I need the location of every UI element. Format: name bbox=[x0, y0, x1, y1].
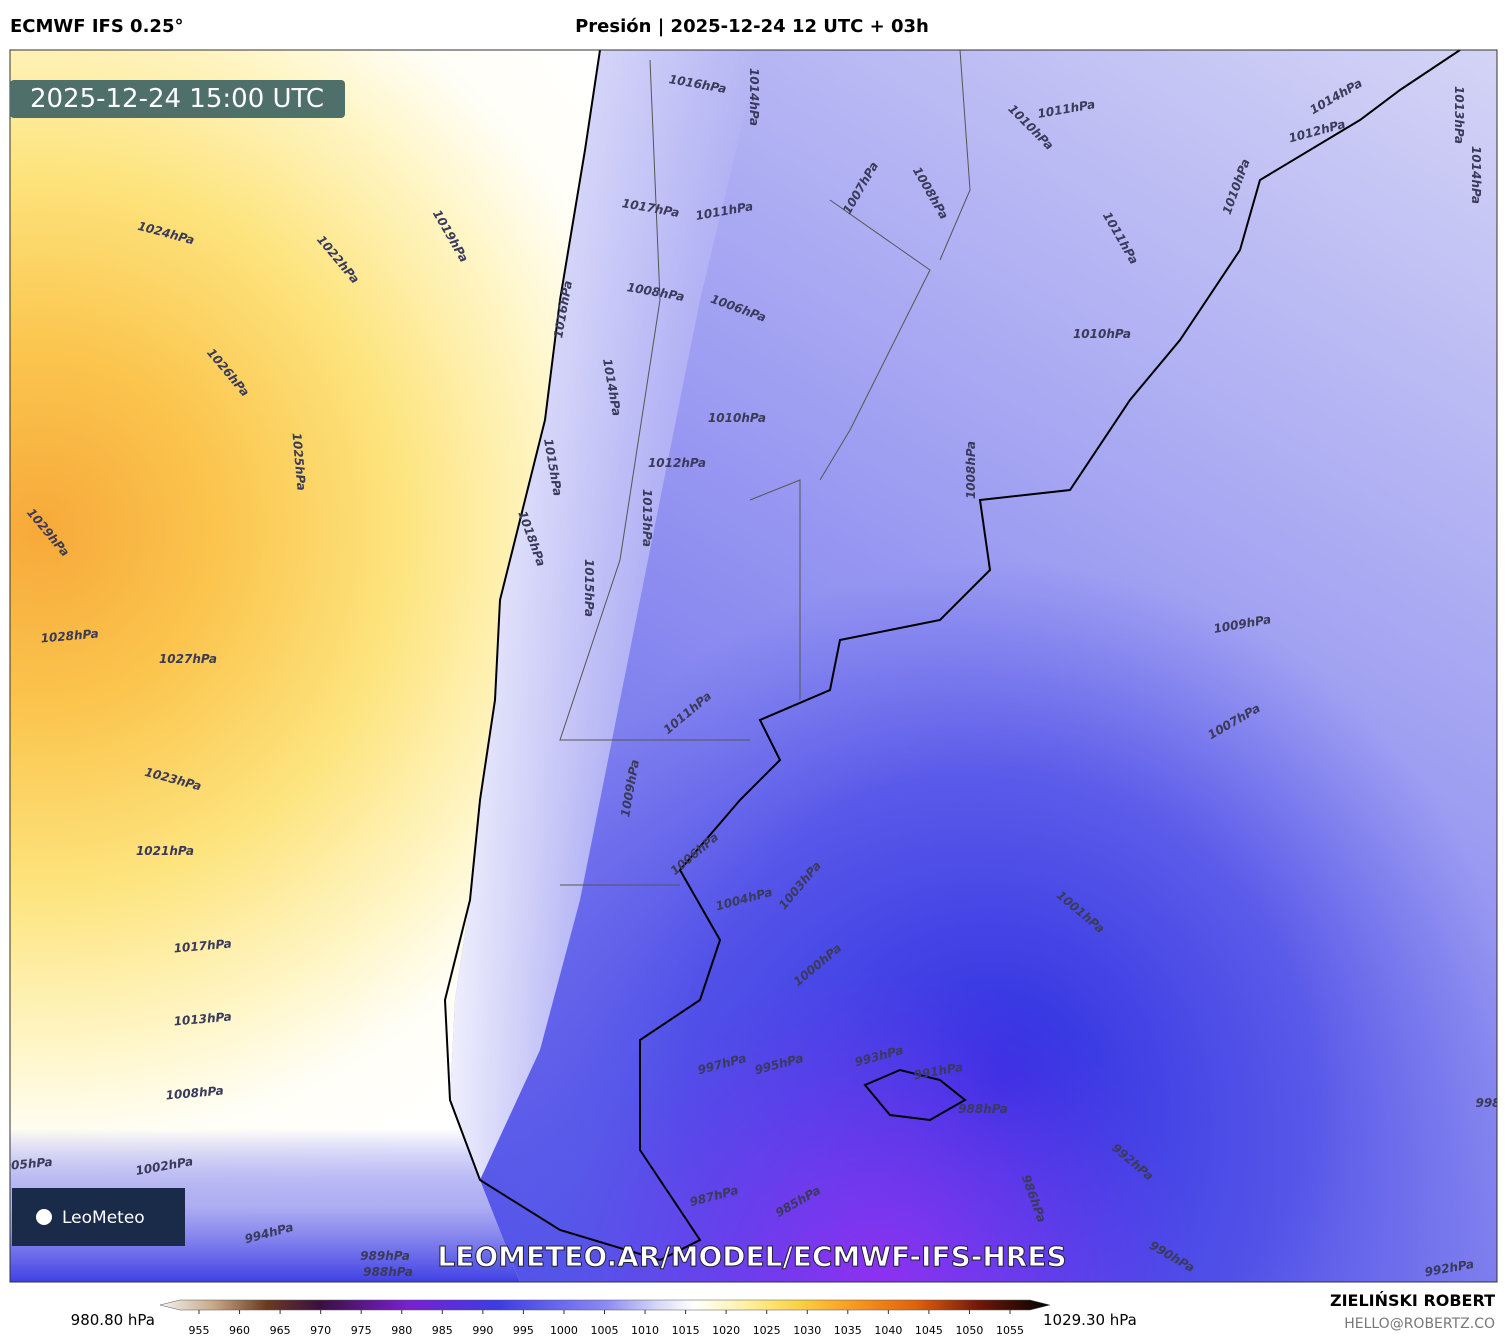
contour-label: 1028hPa bbox=[40, 627, 99, 646]
contour-label: 1014hPa bbox=[747, 68, 761, 126]
contour-label: 1027hPa bbox=[159, 652, 217, 666]
colorbar-max: 1029.30 hPa bbox=[1043, 1311, 1137, 1329]
contour-label: 988hPa bbox=[958, 1102, 1008, 1116]
model-name: ECMWF IFS 0.25° bbox=[10, 16, 183, 37]
contour-label: 1013hPa bbox=[1452, 86, 1466, 144]
colorbar-tick-label: 985 bbox=[432, 1324, 453, 1337]
borders bbox=[559, 50, 971, 886]
colorbar-min: 980.80 hPa bbox=[71, 1311, 155, 1329]
coastline bbox=[443, 50, 1461, 1262]
contour-label: 1010hPa bbox=[1073, 327, 1131, 341]
colorbar bbox=[159, 1299, 1051, 1311]
timestamp-box bbox=[10, 80, 345, 118]
contour-label: 1013hPa bbox=[173, 1010, 232, 1029]
contour-label: 1017hPa bbox=[173, 937, 232, 956]
colorbar-tick-label: 1025 bbox=[753, 1324, 781, 1337]
andes-band bbox=[450, 50, 760, 1180]
contour-label: 1025hPa bbox=[289, 432, 308, 491]
colorbar-tick-label: 995 bbox=[513, 1324, 534, 1337]
colorbar-tick-label: 975 bbox=[351, 1324, 372, 1337]
colorbar-tick-label: 1005 bbox=[591, 1324, 619, 1337]
colorbar-tick-label: 1015 bbox=[672, 1324, 700, 1337]
colorbar-tick-label: 1030 bbox=[793, 1324, 821, 1337]
author: ZIELIŃSKI ROBERT bbox=[1330, 1291, 1495, 1310]
contour-label: 1008hPa bbox=[964, 441, 978, 499]
colorbar-tick-label: 1050 bbox=[955, 1324, 983, 1337]
colorbar-tick-label: 1020 bbox=[712, 1324, 740, 1337]
colorbar-tick-label: 1010 bbox=[631, 1324, 659, 1337]
colorbar-tick-label: 965 bbox=[270, 1324, 291, 1337]
map-title: Presión | 2025-12-24 12 UTC + 03h bbox=[575, 16, 929, 37]
southwest-gradient bbox=[10, 900, 520, 1282]
contour-label: 1008hPa bbox=[165, 1084, 224, 1103]
contour-label: 1014hPa bbox=[1469, 146, 1483, 204]
email: HELLO@ROBERTZ.CO bbox=[1344, 1316, 1495, 1332]
contour-label: 989hPa bbox=[360, 1249, 410, 1263]
colorbar-tick-label: 1040 bbox=[874, 1324, 902, 1337]
logo: LeoMeteo bbox=[62, 1208, 145, 1228]
map-frame bbox=[9, 49, 1498, 1283]
colorbar-tick-label: 980 bbox=[391, 1324, 412, 1337]
colorbar-tick-label: 970 bbox=[310, 1324, 331, 1337]
map: 1024hPa 1022hPa 1019hPa1026hPa1025hPa1029h… bbox=[2, 50, 1500, 1282]
colorbar-tick-label: 990 bbox=[472, 1324, 493, 1337]
colorbar-tick-label: 1045 bbox=[915, 1324, 943, 1337]
islands bbox=[863, 1068, 967, 1122]
logo-sun bbox=[36, 1209, 52, 1225]
contour-label: 998 bbox=[1475, 1096, 1500, 1110]
timestamp: 2025-12-24 15:00 UTC bbox=[30, 84, 324, 114]
contour-label: 1015hPa bbox=[582, 559, 596, 617]
colorbar-tick-label: 960 bbox=[229, 1324, 250, 1337]
colorbar-ticks: 955 960 965 970 975 980 985 990 995 1000 1005 1010 1… bbox=[189, 1310, 1024, 1337]
contour-label: 1013hPa bbox=[640, 489, 654, 547]
colorbar-tick-label: 1000 bbox=[550, 1324, 578, 1337]
contour-label: 1010hPa bbox=[708, 411, 766, 425]
watermark: LEOMETEO.AR/MODEL/ECMWF-IFS-HRES bbox=[437, 1240, 1066, 1273]
contour-label: 1012hPa bbox=[648, 456, 706, 470]
contour-label: 1021hPa bbox=[136, 844, 194, 858]
colorbar-tick-label: 1035 bbox=[834, 1324, 862, 1337]
colorbar-tick-label: 955 bbox=[189, 1324, 210, 1337]
colorbar-tick-label: 1055 bbox=[996, 1324, 1024, 1337]
contour-label: 005hPa bbox=[2, 1155, 53, 1173]
contour-label: 988hPa bbox=[363, 1265, 413, 1279]
